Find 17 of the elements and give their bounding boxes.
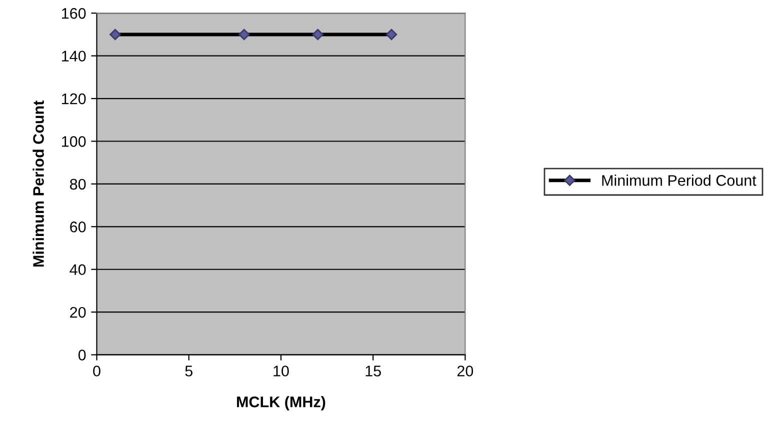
legend-label: Minimum Period Count (602, 174, 756, 186)
x-tick-label: 15 (366, 366, 381, 376)
x-tick-label: 0 (93, 366, 100, 376)
x-tick-label: 20 (457, 366, 474, 376)
x-axis-title: MCLK (MHz) (237, 396, 326, 410)
x-tick-label: 5 (185, 366, 192, 376)
y-tick-label: 60 (70, 222, 86, 232)
y-tick-label: 80 (70, 178, 86, 190)
y-tick-label: 20 (70, 306, 86, 318)
y-tick-label: 140 (62, 50, 86, 62)
y-tick-label: 0 (78, 350, 86, 360)
y-tick-label: 100 (62, 136, 86, 147)
y-tick-label: 160 (62, 8, 86, 19)
x-tick-label: 10 (274, 366, 289, 376)
y-tick-label: 40 (70, 264, 86, 276)
y-tick-label: 120 (62, 93, 86, 104)
y-axis-title: Minimum Period Count (32, 100, 44, 267)
